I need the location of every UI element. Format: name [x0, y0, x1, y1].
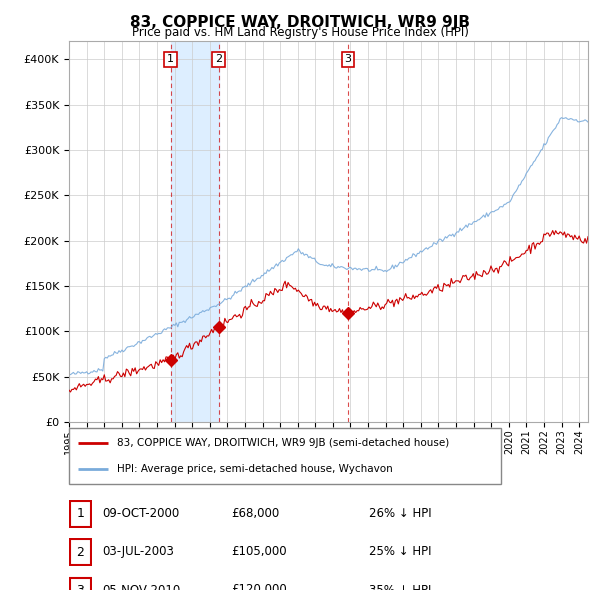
Text: £120,000: £120,000	[231, 584, 287, 590]
Text: 2: 2	[76, 546, 85, 559]
Text: 83, COPPICE WAY, DROITWICH, WR9 9JB: 83, COPPICE WAY, DROITWICH, WR9 9JB	[130, 15, 470, 30]
Bar	[170, 41, 218, 422]
Text: 25% ↓ HPI: 25% ↓ HPI	[369, 545, 431, 558]
Text: £68,000: £68,000	[231, 507, 279, 520]
Text: 2: 2	[215, 54, 222, 64]
Text: 09-OCT-2000: 09-OCT-2000	[102, 507, 179, 520]
Text: £105,000: £105,000	[231, 545, 287, 558]
Text: 03-JUL-2003: 03-JUL-2003	[102, 545, 174, 558]
Text: 3: 3	[344, 54, 352, 64]
Text: 83, COPPICE WAY, DROITWICH, WR9 9JB (semi-detached house): 83, COPPICE WAY, DROITWICH, WR9 9JB (sem…	[116, 438, 449, 448]
Text: HPI: Average price, semi-detached house, Wychavon: HPI: Average price, semi-detached house,…	[116, 464, 392, 474]
Text: 05-NOV-2010: 05-NOV-2010	[102, 584, 180, 590]
Text: 1: 1	[167, 54, 174, 64]
Text: 3: 3	[76, 584, 85, 590]
Text: 1: 1	[76, 507, 85, 520]
Text: 26% ↓ HPI: 26% ↓ HPI	[369, 507, 431, 520]
Text: 35% ↓ HPI: 35% ↓ HPI	[369, 584, 431, 590]
Text: Price paid vs. HM Land Registry's House Price Index (HPI): Price paid vs. HM Land Registry's House …	[131, 26, 469, 39]
